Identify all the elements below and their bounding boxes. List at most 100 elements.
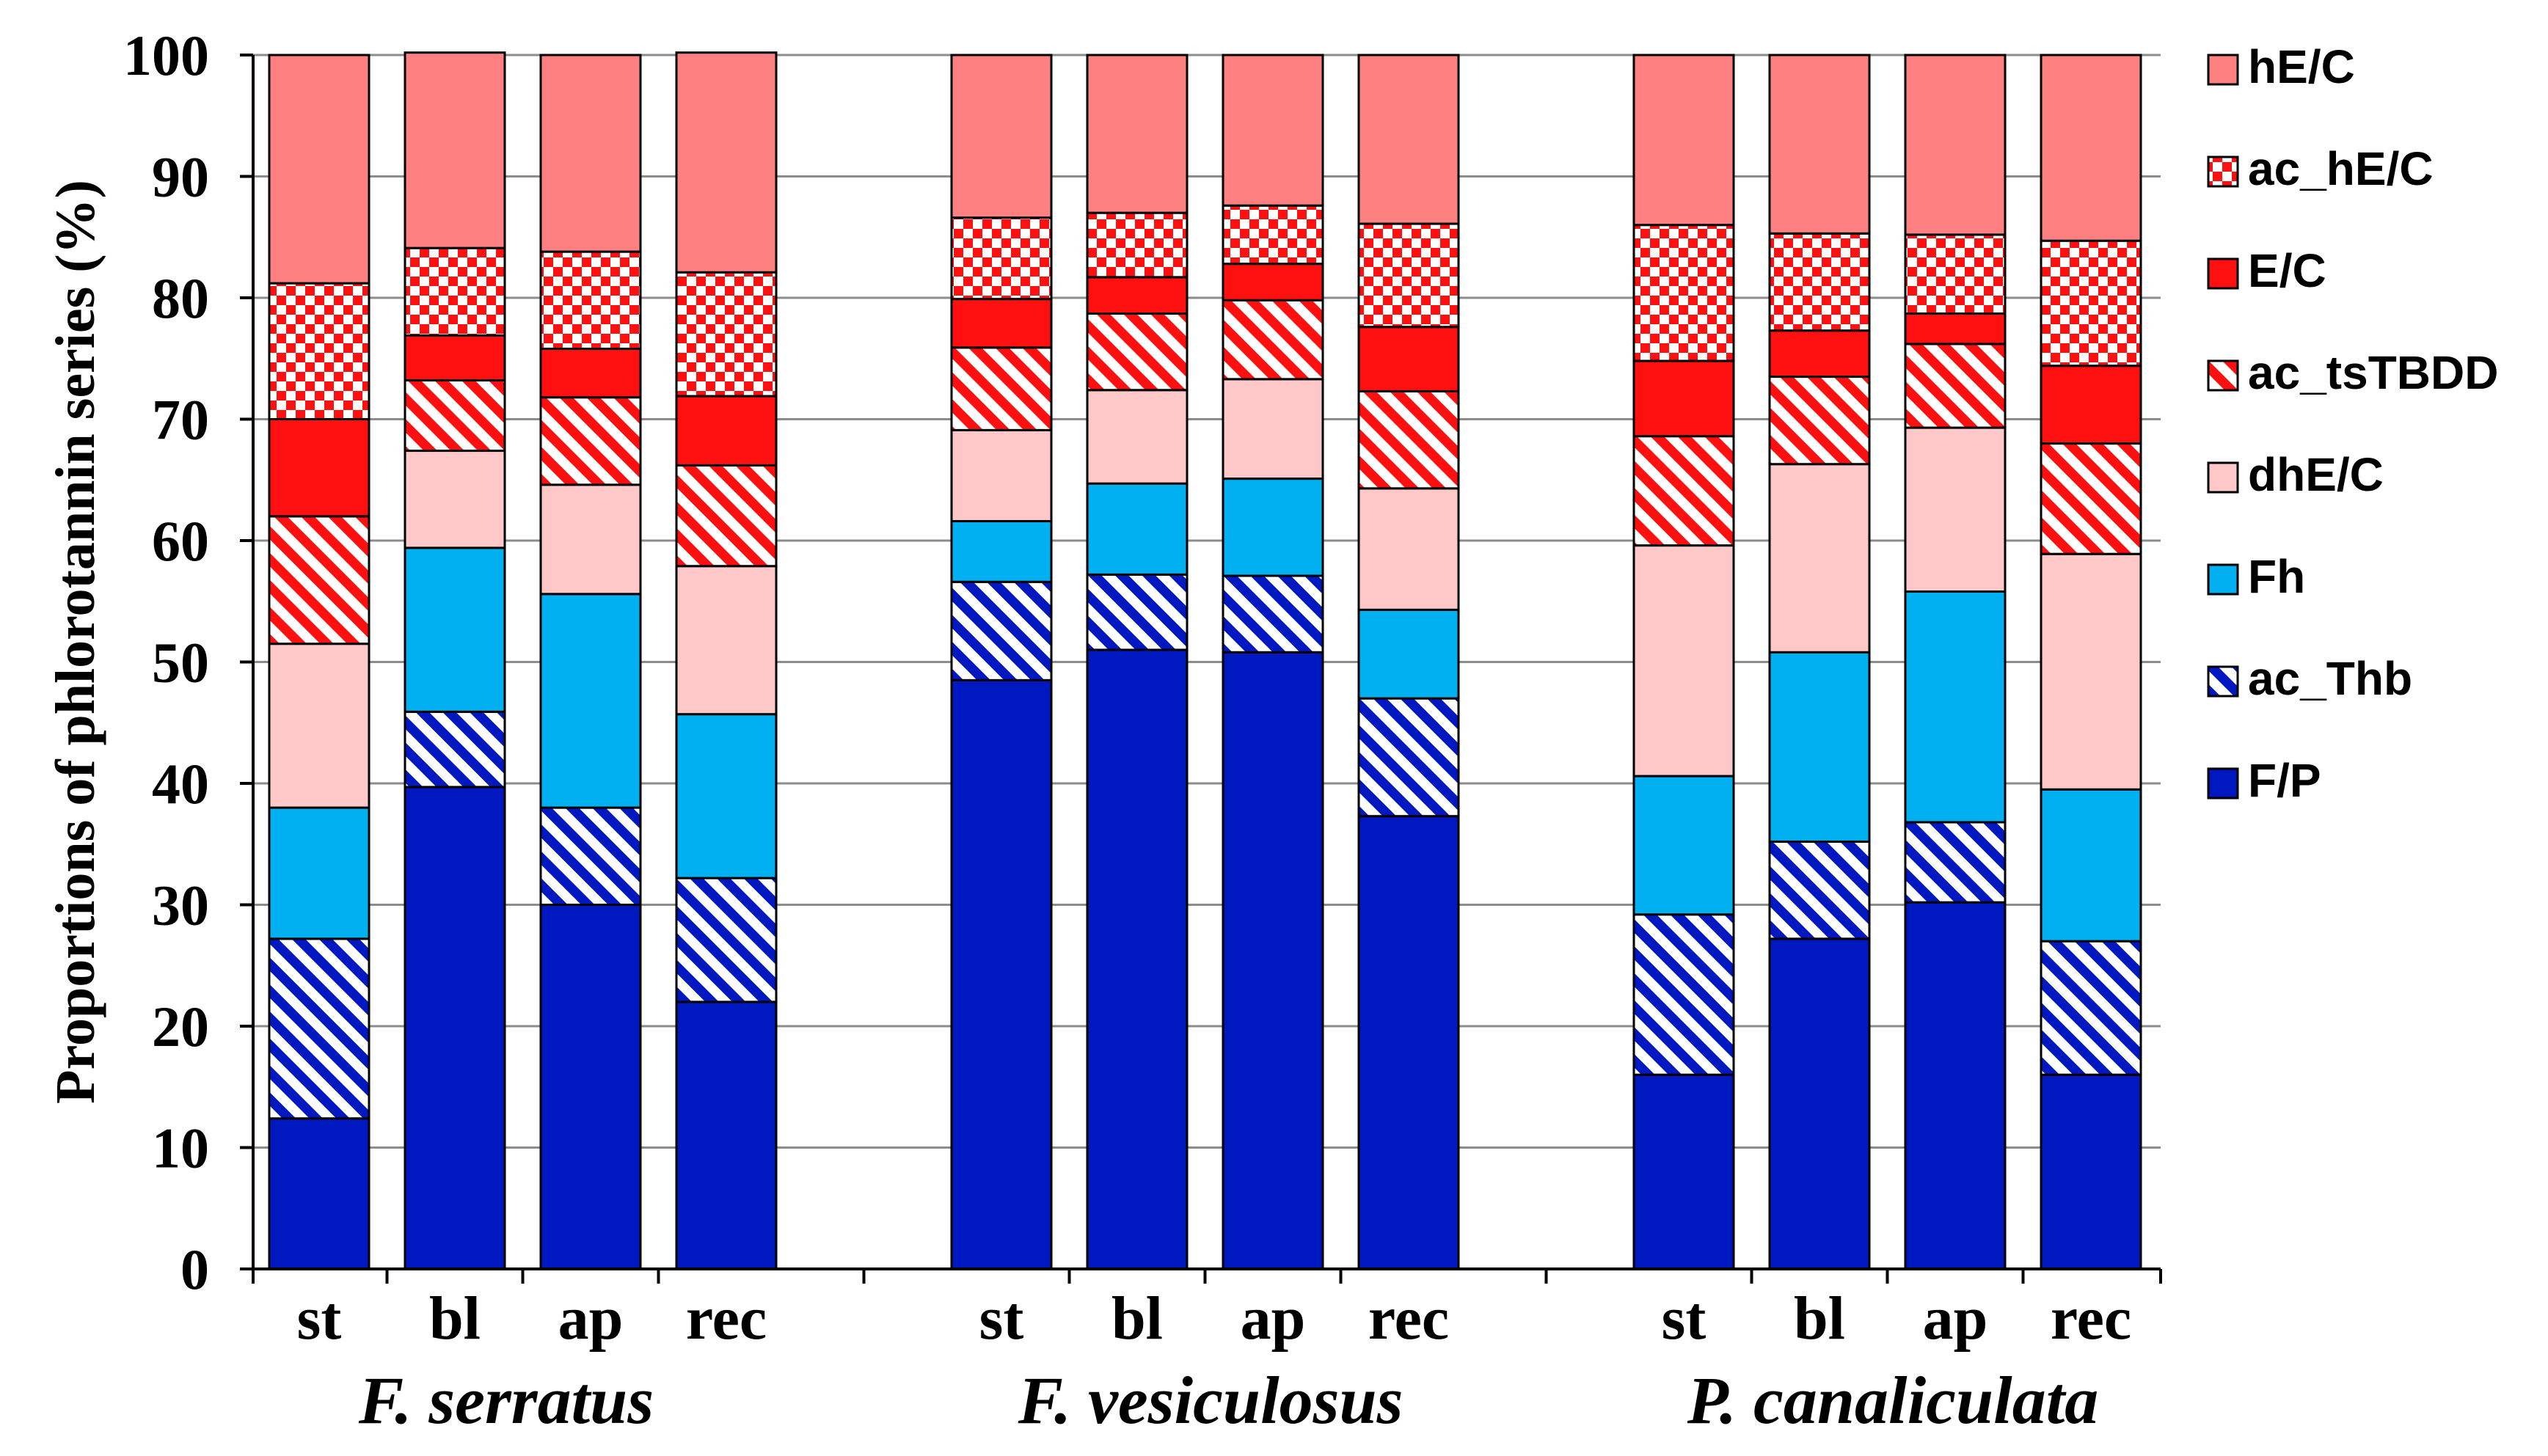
segment-ac-he-c-f-serratus-rec xyxy=(675,271,778,398)
segment-ac-tstbdd-f-vesiculosus-st xyxy=(950,346,1053,431)
segment-fh-f-vesiculosus-bl xyxy=(1086,482,1189,576)
legend-swatch-dhe-c xyxy=(2207,461,2239,494)
segment-dhe-c-p-canaliculata-st xyxy=(1632,544,1735,778)
segment-ac-thb-f-vesiculosus-st xyxy=(950,580,1053,681)
group-labels: F. serratus F. vesiculosus P. canaliculata xyxy=(358,1363,2098,1438)
legend-swatch-e-c xyxy=(2207,257,2239,290)
legend-item-e-c: E/C xyxy=(2207,244,2326,297)
segment-dhe-c-f-vesiculosus-ap xyxy=(1222,378,1324,480)
segment-fh-f-vesiculosus-rec xyxy=(1357,608,1460,700)
segment-ac-he-c-f-vesiculosus-ap xyxy=(1222,204,1324,266)
segment-e-c-p-canaliculata-st xyxy=(1632,359,1735,438)
segment-f-p-f-vesiculosus-bl xyxy=(1086,648,1189,1270)
segment-ac-he-c-p-canaliculata-bl xyxy=(1768,232,1871,332)
segment-dhe-c-f-serratus-st xyxy=(268,643,370,809)
segment-f-p-f-serratus-st xyxy=(268,1117,370,1270)
segment-dhe-c-f-serratus-rec xyxy=(675,565,778,716)
bar-f-serratus-ap xyxy=(539,54,642,1270)
segment-he-c-f-vesiculosus-st xyxy=(950,54,1053,219)
y-tick-label-80: 80 xyxy=(152,266,209,330)
y-tick-label-30: 30 xyxy=(152,874,209,937)
segment-ac-he-c-p-canaliculata-st xyxy=(1632,224,1735,362)
segment-e-c-f-serratus-rec xyxy=(675,395,778,467)
segment-ac-tstbdd-f-vesiculosus-ap xyxy=(1222,299,1324,381)
x-tick-label-ap: ap xyxy=(558,1284,624,1353)
bars xyxy=(268,51,2142,1270)
x-tick-label-bl: bl xyxy=(1794,1284,1845,1353)
grid-lines xyxy=(253,54,2161,1149)
x-tick-label-st: st xyxy=(1662,1284,1706,1353)
bar-f-serratus-bl xyxy=(404,51,506,1270)
y-tick-label-60: 60 xyxy=(152,509,209,573)
x-tick-label-bl: bl xyxy=(1111,1284,1163,1353)
segment-ac-tstbdd-f-vesiculosus-rec xyxy=(1357,389,1460,490)
legend-label-he-c: hE/C xyxy=(2248,40,2355,93)
group-label-f-vesiculosus: F. vesiculosus xyxy=(1018,1363,1403,1438)
segment-fh-p-canaliculata-rec xyxy=(2040,788,2142,943)
legend-label-fh: Fh xyxy=(2248,550,2305,603)
legend-label-f-p: F/P xyxy=(2248,754,2321,807)
bar-f-vesiculosus-rec xyxy=(1357,54,1460,1270)
segment-ac-tstbdd-p-canaliculata-st xyxy=(1632,435,1735,547)
segment-dhe-c-f-vesiculosus-st xyxy=(950,428,1053,523)
segment-ac-he-c-f-vesiculosus-st xyxy=(950,216,1053,301)
x-tick-label-ap: ap xyxy=(1923,1284,1988,1353)
segment-fh-p-canaliculata-ap xyxy=(1904,590,2007,824)
segment-e-c-f-serratus-ap xyxy=(539,348,642,399)
segment-he-c-p-canaliculata-ap xyxy=(1904,54,2007,236)
segment-ac-thb-f-serratus-bl xyxy=(404,710,506,789)
segment-e-c-f-vesiculosus-ap xyxy=(1222,263,1324,301)
segment-f-p-p-canaliculata-bl xyxy=(1768,937,1871,1270)
bar-p-canaliculata-st xyxy=(1632,54,1735,1270)
y-tick-label-70: 70 xyxy=(152,388,209,452)
segment-dhe-c-p-canaliculata-rec xyxy=(2040,552,2142,791)
y-tick-label-0: 0 xyxy=(180,1237,209,1301)
legend-label-ac-he-c: ac_hE/C xyxy=(2248,142,2434,195)
segment-f-p-f-vesiculosus-ap xyxy=(1222,651,1324,1270)
segment-f-p-p-canaliculata-st xyxy=(1632,1073,1735,1270)
segment-ac-tstbdd-p-canaliculata-rec xyxy=(2040,442,2142,555)
segment-ac-tstbdd-f-serratus-rec xyxy=(675,464,778,568)
segment-dhe-c-f-serratus-bl xyxy=(404,450,506,549)
segment-e-c-p-canaliculata-ap xyxy=(1904,312,2007,345)
segment-ac-thb-f-vesiculosus-bl xyxy=(1086,573,1189,651)
segment-he-c-f-serratus-rec xyxy=(675,51,778,274)
segment-ac-thb-p-canaliculata-rec xyxy=(2040,940,2142,1076)
y-axis-title: Proportions of phlorotannin series (%) xyxy=(45,180,106,1104)
segment-ac-he-c-f-serratus-st xyxy=(268,282,370,421)
segment-ac-thb-f-vesiculosus-ap xyxy=(1222,574,1324,654)
segment-e-c-f-vesiculosus-rec xyxy=(1357,326,1460,392)
legend-item-f-p: F/P xyxy=(2207,754,2321,807)
legend-item-he-c: hE/C xyxy=(2207,40,2355,93)
legend-label-dhe-c: dhE/C xyxy=(2248,448,2384,501)
segment-e-c-p-canaliculata-bl xyxy=(1768,329,1871,378)
legend-label-ac-tstbdd: ac_tsTBDD xyxy=(2248,346,2498,399)
segment-ac-thb-f-serratus-ap xyxy=(539,806,642,906)
legend-swatch-he-c xyxy=(2207,54,2239,86)
group-label-f-serratus: F. serratus xyxy=(358,1363,654,1438)
x-tick-label-rec: rec xyxy=(1368,1284,1449,1353)
segment-f-p-p-canaliculata-ap xyxy=(1904,901,2007,1270)
legend-label-ac-thb: ac_Thb xyxy=(2248,652,2412,705)
y-tick-label-100: 100 xyxy=(123,23,209,87)
bar-p-canaliculata-bl xyxy=(1768,54,1871,1270)
segment-ac-he-c-f-vesiculosus-rec xyxy=(1357,222,1460,329)
axes xyxy=(240,54,2162,1284)
segment-f-p-f-serratus-bl xyxy=(404,786,506,1270)
bar-f-serratus-rec xyxy=(675,51,778,1270)
segment-dhe-c-p-canaliculata-bl xyxy=(1768,463,1871,654)
segment-he-c-f-serratus-st xyxy=(268,54,370,285)
segment-fh-f-serratus-ap xyxy=(539,593,642,809)
y-tick-label-90: 90 xyxy=(152,145,209,209)
segment-ac-thb-f-vesiculosus-rec xyxy=(1357,697,1460,818)
segment-f-p-f-vesiculosus-rec xyxy=(1357,815,1460,1270)
legend-item-ac-he-c: ac_hE/C xyxy=(2207,142,2434,195)
segment-ac-tstbdd-f-serratus-bl xyxy=(404,379,506,453)
segment-ac-he-c-p-canaliculata-ap xyxy=(1904,233,2007,315)
legend-swatch-ac-he-c xyxy=(2207,156,2239,188)
legend-item-ac-thb: ac_Thb xyxy=(2207,652,2412,705)
segment-f-p-f-vesiculosus-st xyxy=(950,678,1053,1270)
segment-ac-tstbdd-p-canaliculata-ap xyxy=(1904,343,2007,429)
